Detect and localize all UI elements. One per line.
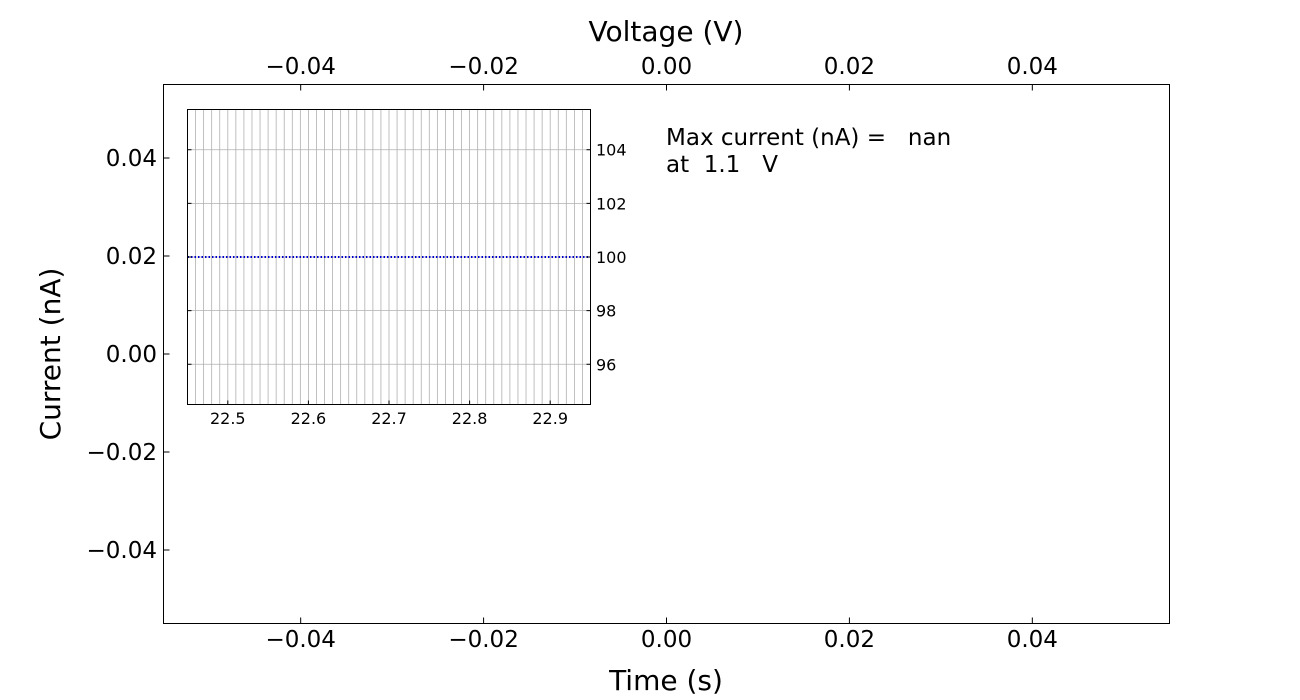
inset-chart: 22.5 22.6 22.7 22.8 22.9 96 98 100 102 104 (187, 109, 627, 428)
inset-x-tick-label: 22.8 (452, 409, 488, 428)
y-axis-title: Current (nA) (34, 268, 67, 441)
y-tick-label: −0.04 (87, 538, 157, 564)
inset-x-tick-label: 22.5 (210, 409, 246, 428)
inset-y-tick-label: 104 (596, 141, 627, 160)
inset-x-ticks: 22.5 22.6 22.7 22.8 22.9 (210, 400, 568, 428)
x-tick-label: 0.02 (824, 627, 875, 653)
y-tick-label: −0.02 (87, 440, 157, 466)
y-tick-label: 0.04 (106, 146, 157, 172)
main-bottom-ticks: −0.04 −0.02 0.00 0.02 0.04 (265, 617, 1058, 653)
top-x-tick-label: 0.02 (824, 54, 875, 80)
top-x-tick-label: −0.04 (265, 54, 335, 80)
x-tick-label: 0.04 (1007, 627, 1058, 653)
inset-x-tick-label: 22.9 (532, 409, 568, 428)
inset-y-tick-label: 102 (596, 194, 627, 213)
top-x-tick-label: −0.02 (448, 54, 518, 80)
top-x-axis-title: Voltage (V) (589, 15, 744, 48)
x-tick-label: 0.00 (641, 627, 692, 653)
y-tick-label: 0.02 (106, 244, 157, 270)
top-x-tick-label: 0.00 (641, 54, 692, 80)
x-tick-label: −0.04 (265, 627, 335, 653)
x-axis-title: Time (s) (608, 664, 723, 697)
max-voltage-annotation: at 1.1 V (666, 152, 778, 178)
y-tick-label: 0.00 (106, 342, 157, 368)
main-left-ticks: −0.04 −0.02 0.00 0.02 0.04 (87, 146, 170, 564)
top-x-tick-label: 0.04 (1007, 54, 1058, 80)
inset-y-tick-label: 100 (596, 248, 627, 267)
max-current-annotation: Max current (nA) = nan (666, 125, 951, 151)
x-tick-label: −0.02 (448, 627, 518, 653)
inset-x-tick-label: 22.6 (291, 409, 327, 428)
inset-y-tick-label: 96 (596, 355, 616, 374)
inset-y-tick-label: 98 (596, 302, 616, 321)
main-top-ticks: −0.04 −0.02 0.00 0.02 0.04 (265, 54, 1058, 91)
inset-y-ticks: 96 98 100 102 104 (187, 141, 627, 374)
inset-x-tick-label: 22.7 (371, 409, 407, 428)
